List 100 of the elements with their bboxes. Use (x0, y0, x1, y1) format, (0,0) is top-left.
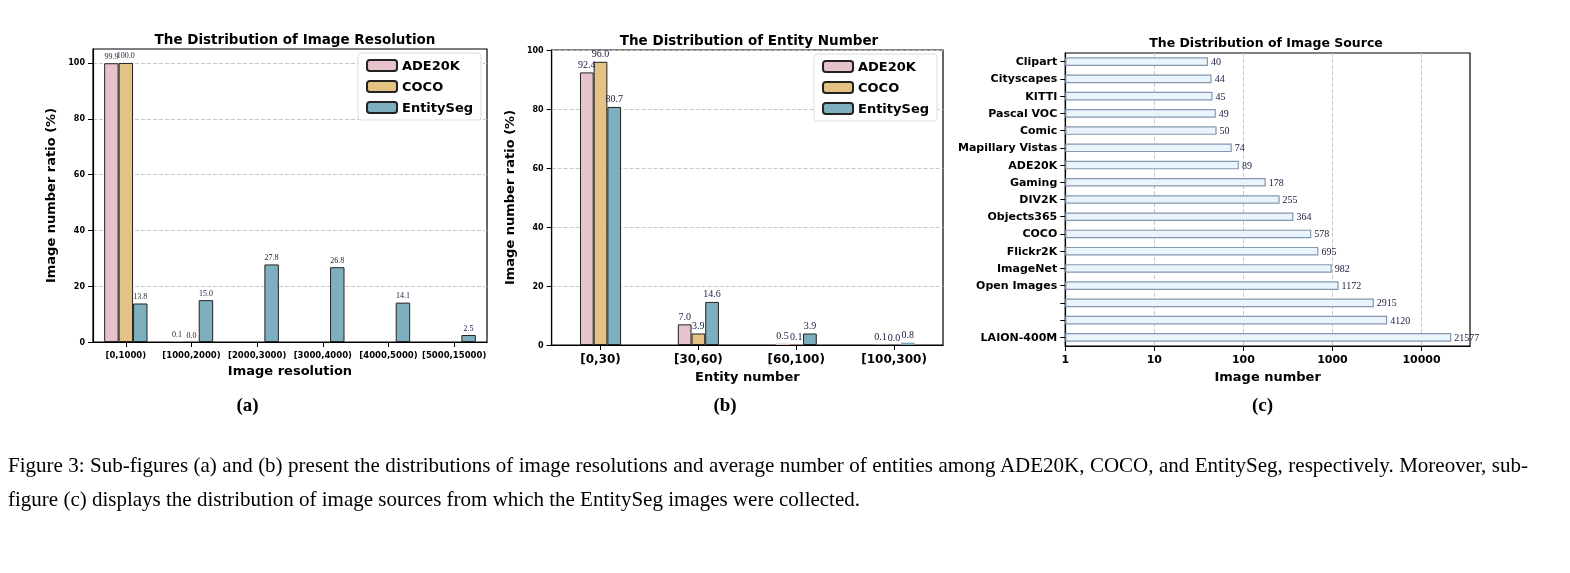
text: (a) (236, 394, 259, 416)
x-tick-label: 1000 (1317, 353, 1349, 366)
data-label: 14.6 (703, 288, 721, 300)
x-tick-label: [0,30) (580, 352, 621, 366)
legend-label: ADE20K (858, 59, 917, 74)
data-label: 3.9 (803, 319, 817, 331)
data-label: 2915 (1376, 297, 1397, 309)
y-tick-label: 20 (73, 281, 86, 291)
chart-title: The Distribution of Image Source (1149, 35, 1383, 50)
y-tick-label: 80 (73, 114, 86, 124)
y-tick-label: Pascal VOC (988, 106, 1058, 120)
y-tick-label: Open Images (976, 279, 1058, 293)
y-axis-title: Image number ratio (%) (502, 109, 517, 286)
text: (c) (1251, 394, 1274, 416)
y-tick-label: ADE20K (1008, 158, 1058, 172)
y-tick-label: Gaming (1009, 175, 1058, 189)
bar (461, 335, 476, 342)
y-tick-label: 100 (68, 58, 86, 68)
legend-label: ADE20K (402, 58, 461, 73)
legend-label: COCO (858, 80, 900, 95)
x-tick-label: [5000,15000) (422, 349, 487, 360)
data-label: 982 (1334, 262, 1350, 274)
bar (264, 264, 279, 342)
data-label: 26.8 (330, 255, 345, 265)
x-tick-label: [0,1000) (105, 349, 147, 360)
data-label: 40 (1210, 56, 1221, 68)
data-label: 364 (1296, 211, 1312, 223)
x-axis-title: Entity number (694, 368, 801, 384)
x-tick-label: [2000,3000) (228, 349, 287, 360)
y-tick-label: DIV2K (1019, 193, 1058, 206)
x-tick-label: [1000,2000) (162, 349, 221, 360)
y-tick-label: ImageNet (997, 261, 1058, 275)
y-tick-label: 100 (526, 45, 545, 55)
bar (330, 267, 345, 342)
legend-label: COCO (402, 79, 444, 94)
data-label: 255 (1282, 194, 1298, 205)
legend-label: EntitySeg (858, 101, 929, 116)
y-axis-title: Image number ratio (%) (43, 107, 59, 284)
x-axis-title: Image resolution (227, 363, 353, 378)
data-label: 99.9 (104, 51, 119, 61)
data-label: 7.0 (678, 310, 691, 322)
bar (198, 300, 214, 342)
x-tick-label: [4000,5000) (359, 349, 418, 360)
data-label: 178 (1268, 176, 1284, 188)
y-tick-label: 60 (532, 163, 545, 173)
caption: Figure 3: Sub-figures (a) and (b) present the distributions of image resolutions and average number of entities among ADE20K, COCO, and EntitySeg, respectively. Moreover, sub-figure (c) displays the distribution of image sources from which the EntitySeg images were collected. (8, 452, 1528, 513)
data-label: 1172 (1341, 280, 1362, 292)
data-label: 13.8 (133, 291, 148, 301)
x-tick-label: 1 (1061, 353, 1070, 366)
y-tick-label: Flickr2K (1006, 244, 1058, 258)
chart-title: The Distribution of Entity Number (619, 32, 879, 48)
y-tick-label: 60 (73, 170, 86, 180)
data-label: 2.5 (463, 323, 474, 333)
y-tick-label: 40 (73, 225, 86, 235)
y-tick-label: COCO (1022, 227, 1058, 241)
text: (b) (713, 394, 737, 416)
data-label: 50 (1219, 125, 1230, 137)
data-label: 0.1 (172, 330, 183, 340)
x-tick-label: [30,60) (673, 352, 723, 366)
data-label: 4120 (1390, 314, 1411, 326)
chart-title: The Distribution of Image Resolution (154, 31, 436, 47)
x-tick-label: [60,100) (767, 352, 825, 366)
data-label: 0.8 (901, 329, 915, 341)
y-tick-label: KITTI (1025, 89, 1058, 103)
y-tick-label: 20 (532, 281, 545, 291)
data-label: 0.1 (789, 331, 803, 343)
data-label: 14.1 (395, 291, 410, 301)
data-label: 74 (1234, 142, 1245, 154)
data-label: 0.1 (874, 331, 887, 343)
data-label: 3.9 (692, 319, 705, 331)
y-tick-label: 0 (538, 340, 545, 350)
y-tick-label: 0 (79, 337, 86, 347)
data-label: 89 (1241, 159, 1252, 171)
x-tick-label: 100 (1231, 353, 1256, 366)
x-axis-title: Image number (1214, 368, 1322, 384)
data-label: 27.8 (264, 252, 279, 262)
data-label: 695 (1321, 245, 1337, 257)
data-label: 96.0 (591, 48, 610, 60)
y-tick-label: LAION-400M (980, 330, 1058, 344)
data-label: 578 (1314, 228, 1330, 240)
x-tick-label: [100,300) (861, 352, 927, 366)
data-label: 0.5 (776, 330, 789, 342)
y-tick-label: Comic (1019, 124, 1058, 138)
data-label: 49 (1218, 107, 1229, 119)
data-label: 45 (1215, 90, 1226, 102)
data-label: 44 (1214, 73, 1225, 85)
y-tick-label: Cityscapes (990, 72, 1058, 86)
y-tick-label: Clipart (1015, 55, 1058, 69)
data-label: 0.0 (887, 331, 901, 343)
y-tick-label: 40 (532, 222, 545, 232)
data-label: 15.0 (198, 288, 213, 298)
legend-label: EntitySeg (402, 100, 473, 115)
x-tick-label: 10 (1146, 353, 1163, 366)
y-tick-label: 80 (532, 104, 545, 114)
bar (803, 333, 817, 345)
y-tick-label: Mapillary Vistas (957, 141, 1058, 155)
x-tick-label: 10000 (1402, 353, 1442, 366)
y-tick-label: Objects365 (987, 210, 1058, 224)
data-label: 0.0 (186, 330, 197, 340)
x-tick-label: [3000,4000) (293, 349, 353, 360)
